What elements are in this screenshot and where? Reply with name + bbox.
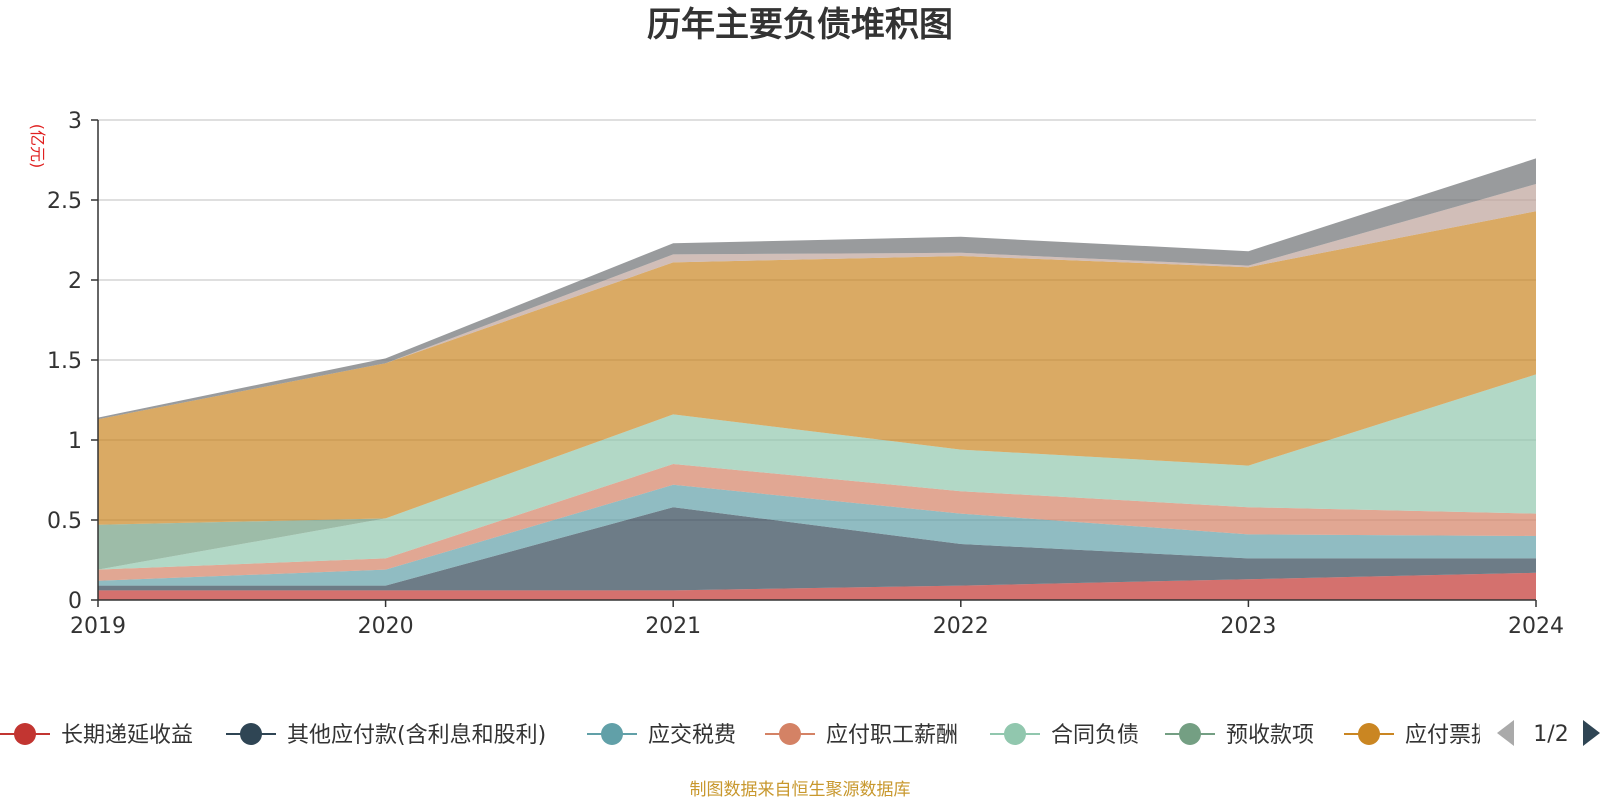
triangle-left-icon[interactable] bbox=[1497, 720, 1514, 746]
legend-item[interactable]: 应付票据 bbox=[1344, 723, 1493, 748]
y-tick-label: 2.5 bbox=[47, 189, 82, 214]
area-series-2[interactable] bbox=[98, 484, 1536, 586]
chart-title: 历年主要负债堆积图 bbox=[647, 5, 953, 45]
axes: 0 0.5 1 1.5 2 2.5 3 2019 2020 2021 2022 2023 2024 bbox=[47, 109, 1564, 639]
legend-marker-icon bbox=[1358, 723, 1380, 745]
legend-item[interactable]: 合同负债 bbox=[990, 723, 1139, 748]
area-series-3[interactable] bbox=[98, 464, 1536, 581]
x-tick-label: 2021 bbox=[645, 614, 701, 639]
legend-items: 长期递延收益 其他应付款(含利息和股利) 应交税费 应付职工薪酬 合同负债 预收款项 应付票… bbox=[0, 723, 1493, 748]
y-tick-label: 1 bbox=[68, 429, 82, 454]
x-tick-label: 2022 bbox=[933, 614, 989, 639]
area-series-0[interactable] bbox=[98, 572, 1536, 600]
triangle-right-icon[interactable] bbox=[1583, 720, 1600, 746]
legend-label: 合同负债 bbox=[1051, 723, 1139, 748]
legend-pager[interactable]: 1/2 bbox=[1497, 720, 1600, 747]
legend-label: 预收款项 bbox=[1226, 723, 1314, 748]
legend-label: 应交税费 bbox=[648, 723, 736, 748]
stacked-areas bbox=[98, 158, 1536, 600]
y-tick-label: 2 bbox=[68, 269, 82, 294]
x-tick-label: 2023 bbox=[1220, 614, 1276, 639]
legend-marker-icon bbox=[779, 723, 801, 745]
legend-marker-icon bbox=[1179, 723, 1201, 745]
x-tick-label: 2020 bbox=[358, 614, 414, 639]
legend-item[interactable]: 应付职工薪酬 bbox=[765, 723, 958, 748]
legend-page-indicator: 1/2 bbox=[1533, 722, 1568, 747]
legend-item[interactable]: 应交税费 bbox=[587, 723, 736, 748]
x-tick-label: 2024 bbox=[1508, 614, 1564, 639]
area-series-4[interactable] bbox=[98, 374, 1536, 570]
area-series-1[interactable] bbox=[98, 507, 1536, 591]
y-tick-label: 3 bbox=[68, 109, 82, 134]
y-tick-label: 1.5 bbox=[47, 349, 82, 374]
legend-marker-icon bbox=[14, 723, 36, 745]
area-series-6[interactable] bbox=[98, 211, 1536, 525]
y-tick-label: 0.5 bbox=[47, 509, 82, 534]
legend-label: 应付票据 bbox=[1405, 723, 1493, 748]
legend-label: 长期递延收益 bbox=[61, 723, 193, 748]
legend[interactable]: 长期递延收益 其他应付款(含利息和股利) 应交税费 应付职工薪酬 合同负债 预收款项 应付票… bbox=[0, 723, 1493, 748]
legend-item[interactable]: 预收款项 bbox=[1165, 723, 1314, 748]
legend-label: 其他应付款(含利息和股利) bbox=[287, 723, 546, 748]
legend-label: 应付职工薪酬 bbox=[826, 723, 958, 748]
legend-marker-icon bbox=[240, 723, 262, 745]
data-source-note: 制图数据来自恒生聚源数据库 bbox=[690, 780, 911, 800]
legend-marker-icon bbox=[601, 723, 623, 745]
legend-item[interactable]: 其他应付款(含利息和股利) bbox=[226, 723, 546, 748]
x-tick-label: 2019 bbox=[70, 614, 126, 639]
y-tick-label: 0 bbox=[68, 589, 82, 614]
legend-item[interactable]: 长期递延收益 bbox=[0, 723, 193, 748]
legend-marker-icon bbox=[1004, 723, 1026, 745]
y-axis-unit-label: (亿元) bbox=[28, 124, 47, 169]
